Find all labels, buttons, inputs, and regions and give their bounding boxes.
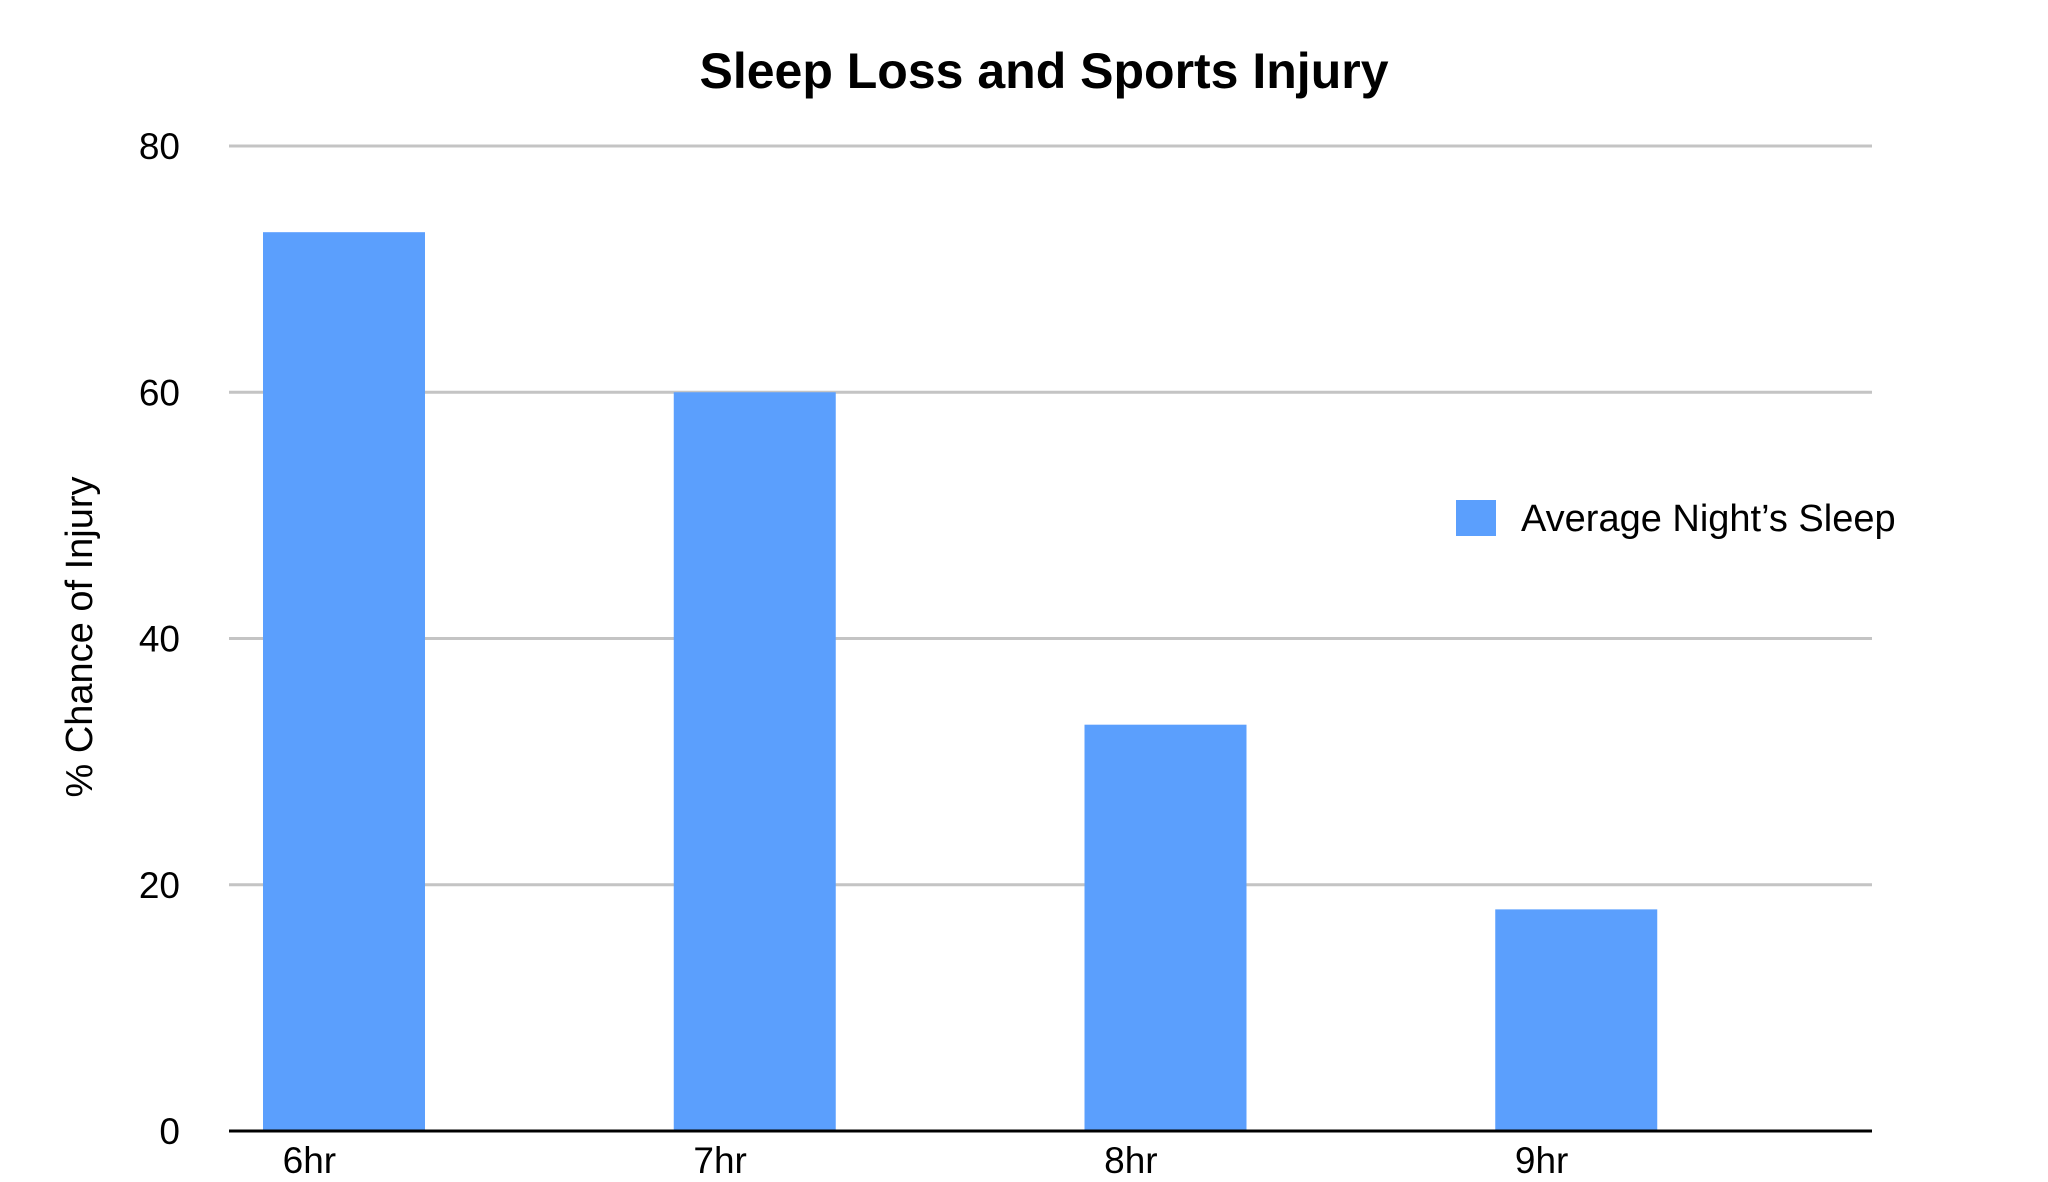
x-axis-ticks: 6hr 7hr 8hr 9hr <box>283 1140 1569 1181</box>
bar-8hr <box>1084 724 1247 1131</box>
bar-7hr <box>673 392 836 1131</box>
legend-label: Average Night’s Sleep <box>1521 498 1896 540</box>
x-tick-label: 9hr <box>1515 1140 1568 1181</box>
y-tick-label: 20 <box>139 865 180 906</box>
y-tick-label: 60 <box>139 372 180 413</box>
chart-title: Sleep Loss and Sports Injury <box>699 43 1388 99</box>
bars <box>263 232 1658 1131</box>
bar-9hr <box>1495 909 1658 1131</box>
gridlines <box>229 144 1872 887</box>
y-tick-label: 0 <box>159 1111 180 1152</box>
legend-swatch <box>1456 500 1496 536</box>
y-tick-label: 40 <box>139 619 180 660</box>
legend: Average Night’s Sleep <box>1456 498 1896 540</box>
bar-6hr <box>263 232 425 1131</box>
x-tick-label: 7hr <box>693 1140 746 1181</box>
y-axis-title: % Chance of Injury <box>59 476 101 797</box>
x-tick-label: 6hr <box>283 1140 336 1181</box>
y-axis-ticks: 0 20 40 60 80 <box>139 126 180 1152</box>
y-tick-label: 80 <box>139 126 180 167</box>
x-tick-label: 8hr <box>1104 1140 1157 1181</box>
